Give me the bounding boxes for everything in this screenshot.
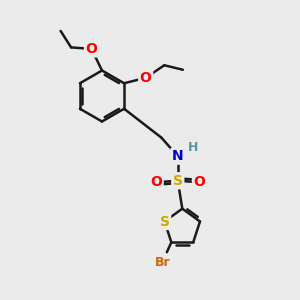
Text: O: O	[140, 71, 152, 85]
Text: O: O	[150, 175, 162, 189]
Text: O: O	[194, 175, 205, 189]
Text: N: N	[172, 149, 184, 163]
Text: O: O	[85, 42, 98, 56]
Text: S: S	[173, 174, 183, 188]
Text: H: H	[188, 141, 199, 154]
Text: Br: Br	[154, 256, 170, 269]
Text: S: S	[160, 214, 170, 229]
